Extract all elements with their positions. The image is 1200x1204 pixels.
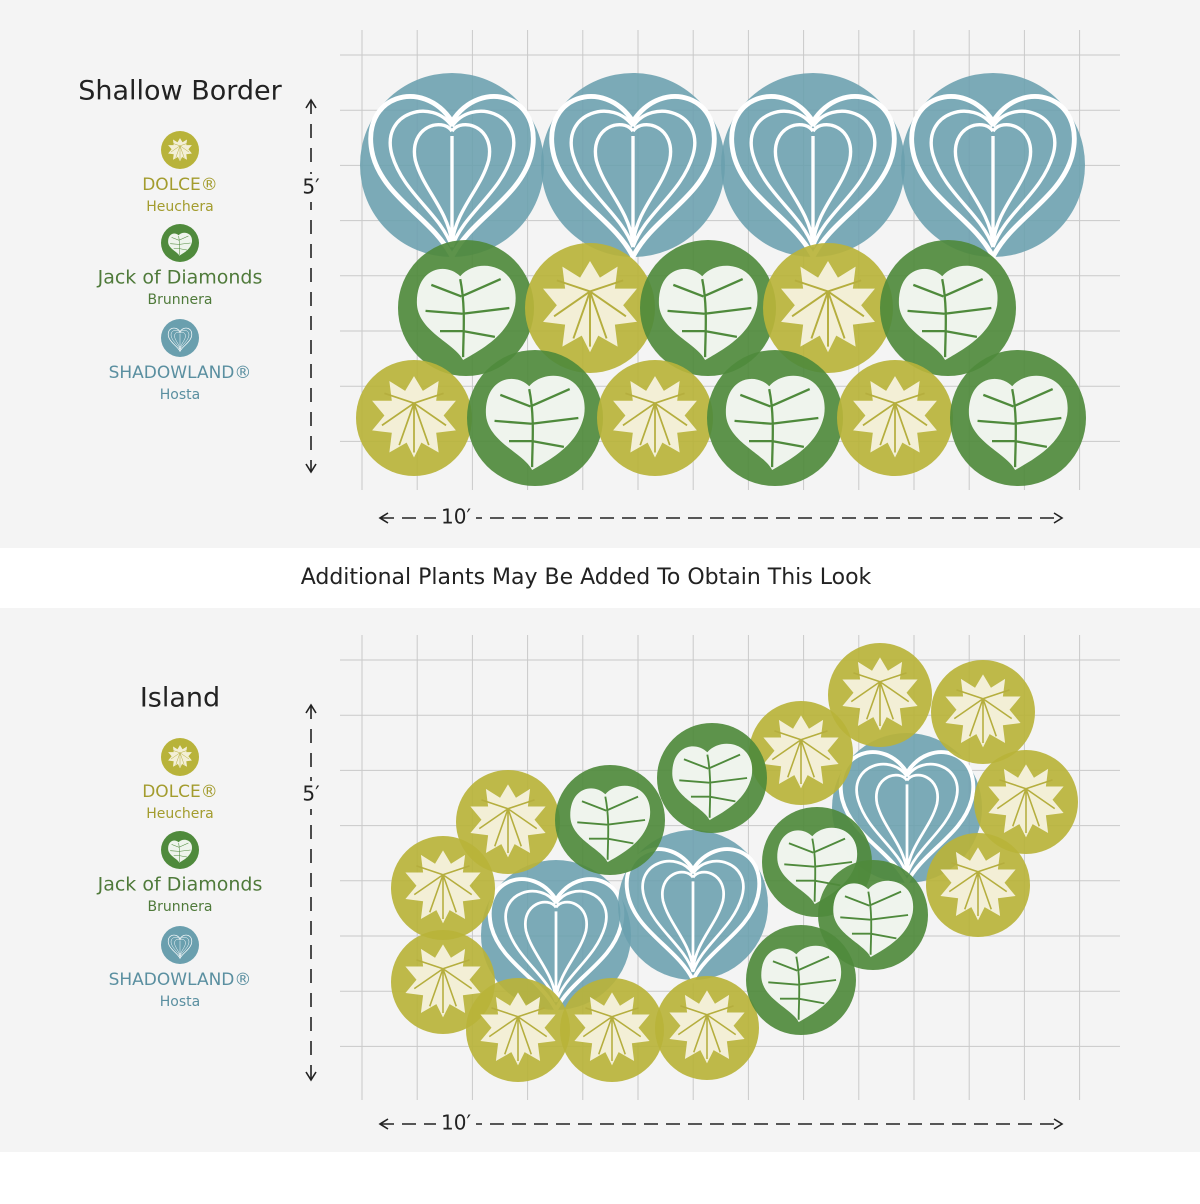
arrow-head (305, 1071, 317, 1082)
arrow-head (378, 512, 389, 524)
panel-title: Shallow Border (78, 76, 282, 107)
height-label: 5′ (302, 782, 320, 806)
legend-name: DOLCE® (142, 175, 218, 195)
legend-genus: Hosta (160, 994, 200, 1010)
label-bg (298, 781, 324, 809)
width-label: 10′ (441, 1111, 471, 1135)
arrow-head (1053, 512, 1064, 524)
legend-genus: Brunnera (148, 899, 213, 915)
arrow-head (1053, 1118, 1064, 1130)
legend-name: Jack of Diamonds (97, 267, 263, 289)
arrow-head (305, 98, 317, 109)
label-bg (436, 504, 476, 532)
legend-name: Jack of Diamonds (97, 874, 263, 896)
legend-name: SHADOWLAND® (109, 970, 252, 990)
height-label: 5′ (302, 175, 320, 199)
legend-name: SHADOWLAND® (109, 363, 252, 383)
legend-genus: Brunnera (148, 292, 213, 308)
legend-genus: Heuchera (146, 806, 214, 822)
width-label: 10′ (441, 505, 471, 529)
label-bg (436, 1110, 476, 1138)
legend-genus: Hosta (160, 387, 200, 403)
legend-name: DOLCE® (142, 782, 218, 802)
legend-genus: Heuchera (146, 199, 214, 215)
arrow-head (305, 703, 317, 714)
panel-title: Island (140, 683, 220, 714)
caption: Additional Plants May Be Added To Obtain… (301, 565, 872, 590)
arrow-head (305, 463, 317, 474)
arrow-head (378, 1118, 389, 1130)
label-bg (298, 174, 324, 202)
